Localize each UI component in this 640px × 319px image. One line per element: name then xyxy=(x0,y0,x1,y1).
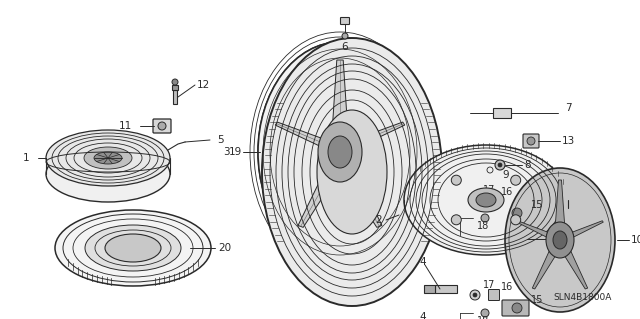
Text: 18: 18 xyxy=(477,316,489,319)
Ellipse shape xyxy=(85,225,181,271)
Bar xyxy=(435,285,457,293)
Text: 17: 17 xyxy=(483,185,495,195)
Text: 13: 13 xyxy=(562,136,575,146)
Circle shape xyxy=(481,214,489,222)
FancyBboxPatch shape xyxy=(502,205,529,221)
Text: 19: 19 xyxy=(228,147,242,157)
Circle shape xyxy=(342,33,348,39)
FancyBboxPatch shape xyxy=(153,119,171,133)
Polygon shape xyxy=(561,247,588,289)
Circle shape xyxy=(158,122,166,130)
Circle shape xyxy=(511,215,521,225)
Ellipse shape xyxy=(262,38,442,306)
Bar xyxy=(172,85,178,90)
Ellipse shape xyxy=(328,136,352,168)
FancyBboxPatch shape xyxy=(502,300,529,316)
Polygon shape xyxy=(298,165,340,227)
FancyBboxPatch shape xyxy=(488,290,499,300)
FancyBboxPatch shape xyxy=(523,134,539,148)
Ellipse shape xyxy=(404,145,568,255)
Polygon shape xyxy=(332,60,348,133)
Bar xyxy=(515,233,528,243)
Polygon shape xyxy=(481,162,499,178)
Polygon shape xyxy=(275,122,333,150)
Ellipse shape xyxy=(46,146,170,202)
Polygon shape xyxy=(566,221,604,239)
Text: 14: 14 xyxy=(550,234,563,244)
Text: 7: 7 xyxy=(565,103,572,113)
Text: 9: 9 xyxy=(502,170,509,180)
Text: 10: 10 xyxy=(631,235,640,245)
Text: 16: 16 xyxy=(501,282,513,292)
Ellipse shape xyxy=(105,234,161,262)
Text: 15: 15 xyxy=(531,200,543,210)
Text: 15: 15 xyxy=(531,295,543,305)
Text: 2: 2 xyxy=(376,215,382,225)
Circle shape xyxy=(498,163,502,167)
Ellipse shape xyxy=(476,193,496,207)
Circle shape xyxy=(512,208,522,218)
Bar xyxy=(173,90,177,104)
Text: 4: 4 xyxy=(420,312,426,319)
Ellipse shape xyxy=(468,188,504,212)
FancyBboxPatch shape xyxy=(488,195,499,205)
Circle shape xyxy=(451,175,461,185)
FancyBboxPatch shape xyxy=(340,18,349,25)
Ellipse shape xyxy=(546,222,574,258)
Ellipse shape xyxy=(317,110,387,234)
Circle shape xyxy=(470,195,480,205)
Bar xyxy=(493,108,511,118)
Text: 17: 17 xyxy=(483,280,495,290)
Text: 12: 12 xyxy=(197,80,211,90)
Ellipse shape xyxy=(505,168,615,312)
Circle shape xyxy=(512,303,522,313)
Text: 20: 20 xyxy=(218,243,231,253)
Ellipse shape xyxy=(318,122,362,182)
Ellipse shape xyxy=(258,42,422,262)
Circle shape xyxy=(527,137,535,145)
Circle shape xyxy=(470,290,480,300)
Circle shape xyxy=(511,175,521,185)
Text: 16: 16 xyxy=(501,187,513,197)
Polygon shape xyxy=(339,165,382,227)
Text: 8: 8 xyxy=(524,160,531,170)
Text: 6: 6 xyxy=(342,42,348,52)
Polygon shape xyxy=(532,247,559,289)
Text: 1: 1 xyxy=(22,153,29,163)
Ellipse shape xyxy=(553,231,567,249)
Text: 11: 11 xyxy=(119,121,132,131)
Ellipse shape xyxy=(55,210,211,286)
Polygon shape xyxy=(347,122,404,150)
Polygon shape xyxy=(516,221,554,239)
Bar xyxy=(424,285,435,293)
Circle shape xyxy=(473,198,477,202)
Ellipse shape xyxy=(84,147,132,169)
Text: 3: 3 xyxy=(223,147,230,157)
Text: 18: 18 xyxy=(477,221,489,231)
Ellipse shape xyxy=(46,130,170,186)
Text: 4: 4 xyxy=(420,257,426,267)
Ellipse shape xyxy=(94,152,122,164)
Text: 5: 5 xyxy=(217,135,223,145)
Circle shape xyxy=(473,293,477,297)
Circle shape xyxy=(481,309,489,317)
Polygon shape xyxy=(555,180,565,230)
Circle shape xyxy=(495,160,505,170)
Circle shape xyxy=(451,215,461,225)
Circle shape xyxy=(172,79,178,85)
Text: SLN4B1800A: SLN4B1800A xyxy=(553,293,611,302)
